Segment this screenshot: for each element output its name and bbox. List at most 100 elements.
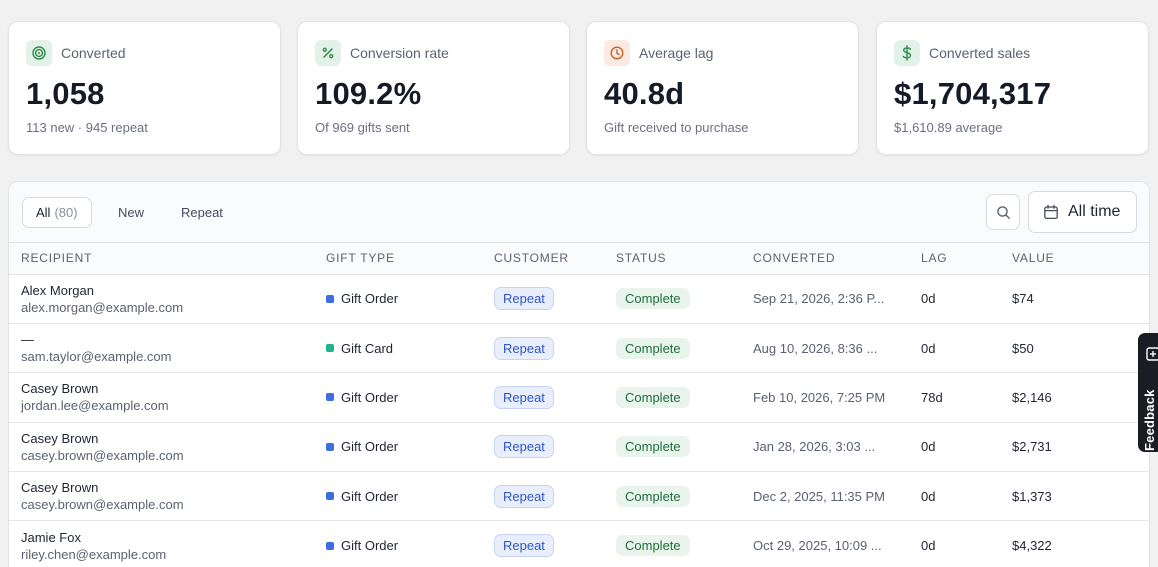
table-toolbar: All (80) New Repeat All time: [9, 182, 1149, 243]
stat-label: Converted: [61, 45, 126, 61]
gift-type-label: Gift Order: [341, 291, 399, 307]
customer-badge: Repeat: [494, 385, 554, 409]
table-row[interactable]: Casey Brown jordan.lee@example.com Gift O…: [9, 373, 1149, 423]
stat-value: 1,058: [26, 76, 105, 111]
add-comment-icon: [1146, 347, 1158, 361]
recipient-name: Casey Brown: [21, 430, 99, 446]
recipient-name: Casey Brown: [21, 480, 99, 496]
lag-value: 0d: [921, 340, 936, 356]
gift-order-dot-icon: [326, 541, 334, 550]
percent-icon: [315, 40, 341, 66]
status-badge: Complete: [616, 436, 690, 458]
table-row[interactable]: Casey Brown casey.brown@example.com Gift …: [9, 422, 1149, 472]
recipient-email: jordan.lee@example.com: [21, 398, 169, 414]
date-range-button[interactable]: All time: [1028, 191, 1137, 233]
lag-value: 0d: [921, 538, 936, 554]
table-row[interactable]: Alex Morgan alex.morgan@example.com Gift …: [9, 274, 1149, 324]
converted-date: Aug 10, 2026, 8:36 ...: [753, 340, 878, 356]
stat-subtext: Gift received to purchase: [604, 120, 749, 135]
converted-date: Sep 21, 2026, 2:36 P...: [753, 291, 885, 307]
search-button[interactable]: [986, 194, 1020, 230]
converted-date: Feb 10, 2026, 7:25 PM: [753, 389, 886, 405]
stat-card-converted-sales: Converted sales $1,704,317 $1,610.89 ave…: [876, 21, 1149, 155]
column-header-converted[interactable]: Converted: [753, 251, 836, 266]
target-icon: [26, 40, 52, 66]
sale-value: $74: [1012, 291, 1034, 307]
tab-new[interactable]: New: [105, 197, 157, 228]
sale-value: $1,373: [1012, 488, 1052, 504]
table-row[interactable]: Casey Brown casey.brown@example.com Gift …: [9, 472, 1149, 521]
sale-value: $2,146: [1012, 389, 1052, 405]
stat-subtext: $1,610.89 average: [894, 120, 1003, 135]
tab-label: Repeat: [181, 205, 223, 220]
dollar-icon: [894, 40, 920, 66]
gift-order-dot-icon: [326, 393, 334, 402]
recipient-name: Casey Brown: [21, 381, 99, 397]
status-badge: Complete: [616, 485, 690, 507]
customer-badge: Repeat: [494, 435, 554, 459]
clock-icon: [604, 40, 630, 66]
stat-value: 40.8d: [604, 76, 685, 111]
table-row[interactable]: — sam.taylor@example.com Gift Card Repeat…: [9, 323, 1149, 373]
converted-date: Jan 28, 2026, 3:03 ...: [753, 439, 876, 455]
table-row[interactable]: Jamie Fox riley.chen@example.com Gift Ord…: [9, 521, 1149, 567]
tab-label: New: [118, 205, 145, 220]
stat-card-converted: Converted 1,058 113 new · 945 repeat: [8, 21, 281, 155]
gift-type-label: Gift Order: [341, 389, 399, 405]
gift-order-dot-icon: [326, 492, 334, 501]
customer-badge: Repeat: [494, 287, 554, 311]
gift-type-label: Gift Order: [341, 488, 399, 504]
gift-type-label: Gift Card: [341, 340, 394, 356]
recipient-name: Jamie Fox: [21, 529, 81, 545]
feedback-tab[interactable]: Feedback: [1138, 333, 1158, 452]
gift-type-label: Gift Order: [341, 439, 399, 455]
stat-label: Average lag: [639, 45, 714, 61]
recipient-email: casey.brown@example.com: [21, 497, 184, 513]
sale-value: $4,322: [1012, 538, 1052, 554]
status-badge: Complete: [616, 535, 690, 557]
stat-card-average-lag: Average lag 40.8d Gift received to purch…: [586, 21, 859, 155]
converted-date: Oct 29, 2025, 10:09 ...: [753, 538, 882, 554]
tab-label: All: [36, 205, 51, 220]
column-header-gift-type[interactable]: Gift type: [326, 251, 395, 266]
recipient-name: Alex Morgan: [21, 282, 94, 298]
customer-badge: Repeat: [494, 484, 554, 508]
conversions-table: Recipient Gift type Customer Status Conv…: [9, 243, 1149, 567]
gift-card-dot-icon: [326, 344, 334, 353]
tab-repeat[interactable]: Repeat: [168, 197, 236, 228]
stat-value: $1,704,317: [894, 76, 1052, 111]
lag-value: 0d: [921, 291, 936, 307]
recipient-email: riley.chen@example.com: [21, 546, 167, 562]
gift-order-dot-icon: [326, 294, 334, 303]
status-badge: Complete: [616, 386, 690, 408]
column-header-recipient[interactable]: Recipient: [21, 251, 93, 266]
gift-type-label: Gift Order: [341, 538, 399, 554]
lag-value: 0d: [921, 488, 936, 504]
recipient-email: alex.morgan@example.com: [21, 299, 184, 315]
table-header-row: Recipient Gift type Customer Status Conv…: [9, 243, 1149, 274]
stats-cards: Converted 1,058 113 new · 945 repeat Con…: [8, 21, 1150, 155]
conversions-panel: All (80) New Repeat All time Recipient G…: [8, 181, 1150, 567]
stat-subtext: 113 new · 945 repeat: [26, 120, 148, 135]
stat-label: Conversion rate: [350, 45, 449, 61]
calendar-icon: [1044, 204, 1058, 220]
sale-value: $50: [1012, 340, 1034, 356]
search-icon: [996, 205, 1010, 219]
column-header-status[interactable]: Status: [616, 251, 667, 266]
column-header-value[interactable]: Value: [1012, 251, 1055, 266]
sale-value: $2,731: [1012, 439, 1052, 455]
tab-count: (80): [54, 205, 78, 220]
converted-date: Dec 2, 2025, 11:35 PM: [753, 488, 886, 504]
column-header-lag[interactable]: Lag: [921, 251, 948, 266]
lag-value: 78d: [921, 389, 943, 405]
stat-value: 109.2%: [315, 76, 422, 111]
stat-label: Converted sales: [929, 45, 1031, 61]
column-header-customer[interactable]: Customer: [494, 251, 569, 266]
gift-order-dot-icon: [326, 442, 334, 451]
lag-value: 0d: [921, 439, 936, 455]
tab-all[interactable]: All (80): [22, 197, 92, 228]
recipient-name: —: [21, 332, 34, 348]
stat-card-conversion-rate: Conversion rate 109.2% Of 969 gifts sent: [297, 21, 570, 155]
recipient-email: casey.brown@example.com: [21, 447, 184, 463]
status-badge: Complete: [616, 337, 690, 359]
